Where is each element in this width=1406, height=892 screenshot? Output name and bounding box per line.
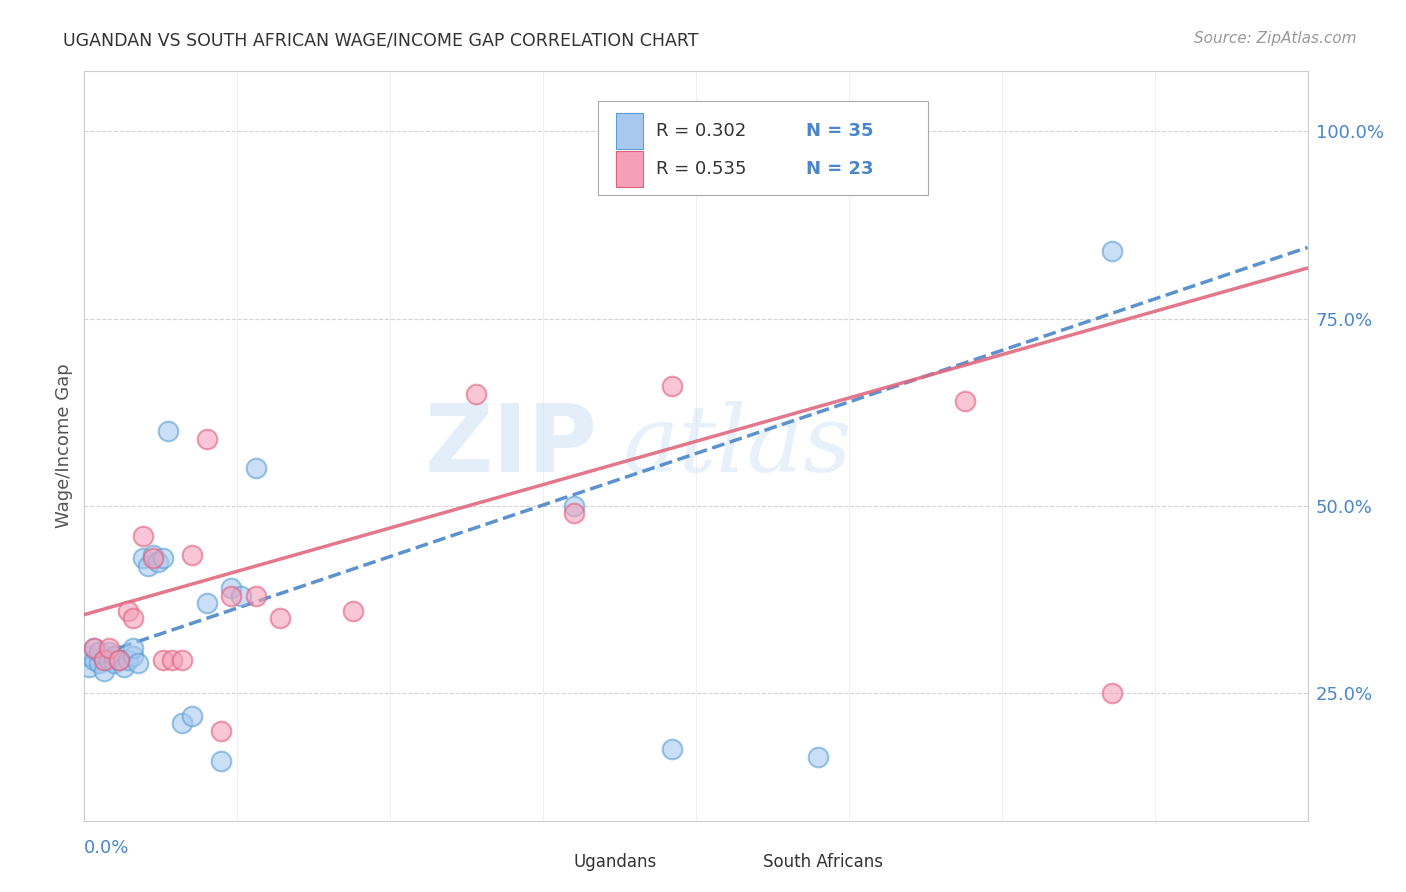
Point <box>195 596 218 610</box>
Text: South Africans: South Africans <box>763 853 883 871</box>
Point <box>807 750 830 764</box>
Point <box>661 742 683 756</box>
Point <box>464 386 486 401</box>
Point <box>195 432 218 446</box>
Text: Source: ZipAtlas.com: Source: ZipAtlas.com <box>1194 31 1357 46</box>
FancyBboxPatch shape <box>616 151 644 186</box>
Point <box>146 555 169 569</box>
Point <box>953 394 976 409</box>
Point <box>107 652 129 666</box>
Point <box>132 551 155 566</box>
Point <box>97 652 120 666</box>
Point <box>87 657 110 671</box>
Point <box>122 641 145 656</box>
Point <box>83 641 105 656</box>
Point <box>77 660 100 674</box>
Point <box>562 507 585 521</box>
Text: 0.0%: 0.0% <box>84 839 129 857</box>
Point <box>77 648 100 663</box>
Point <box>142 548 165 562</box>
Point <box>103 657 125 671</box>
Text: Ugandans: Ugandans <box>574 853 657 871</box>
Point <box>562 499 585 513</box>
Point <box>181 548 204 562</box>
Point <box>122 648 145 663</box>
Text: R = 0.535: R = 0.535 <box>655 160 747 178</box>
Point <box>136 558 159 573</box>
FancyBboxPatch shape <box>727 848 754 877</box>
Point <box>162 652 184 666</box>
Point <box>152 652 174 666</box>
Point <box>93 652 115 666</box>
Point <box>93 652 115 666</box>
Point <box>209 723 232 738</box>
Text: N = 23: N = 23 <box>806 160 873 178</box>
Point <box>269 611 291 625</box>
FancyBboxPatch shape <box>598 102 928 195</box>
Point <box>172 652 194 666</box>
Point <box>156 424 179 438</box>
Point <box>97 641 120 656</box>
Y-axis label: Wage/Income Gap: Wage/Income Gap <box>55 364 73 528</box>
Point <box>83 652 105 666</box>
Point <box>132 529 155 543</box>
Point <box>127 657 149 671</box>
Point <box>229 589 252 603</box>
Point <box>93 664 115 678</box>
Point <box>103 648 125 663</box>
Text: atlas: atlas <box>623 401 852 491</box>
Point <box>219 582 242 596</box>
Point <box>107 652 129 666</box>
Point <box>219 589 242 603</box>
Point <box>83 641 105 656</box>
Point <box>1101 686 1123 700</box>
Text: UGANDAN VS SOUTH AFRICAN WAGE/INCOME GAP CORRELATION CHART: UGANDAN VS SOUTH AFRICAN WAGE/INCOME GAP… <box>63 31 699 49</box>
FancyBboxPatch shape <box>537 848 564 877</box>
Text: R = 0.302: R = 0.302 <box>655 122 745 140</box>
Text: N = 35: N = 35 <box>806 122 873 140</box>
Point <box>245 461 267 475</box>
Point <box>117 652 139 666</box>
Point <box>152 551 174 566</box>
Point <box>661 379 683 393</box>
Point <box>342 604 364 618</box>
Text: ZIP: ZIP <box>425 400 598 492</box>
Point <box>1101 244 1123 259</box>
Point <box>112 660 135 674</box>
Point <box>122 611 145 625</box>
Point <box>209 754 232 768</box>
Point <box>172 716 194 731</box>
Point <box>87 645 110 659</box>
Point <box>142 551 165 566</box>
Point <box>97 645 120 659</box>
FancyBboxPatch shape <box>616 113 644 149</box>
Point <box>181 708 204 723</box>
Point <box>117 604 139 618</box>
Point <box>245 589 267 603</box>
